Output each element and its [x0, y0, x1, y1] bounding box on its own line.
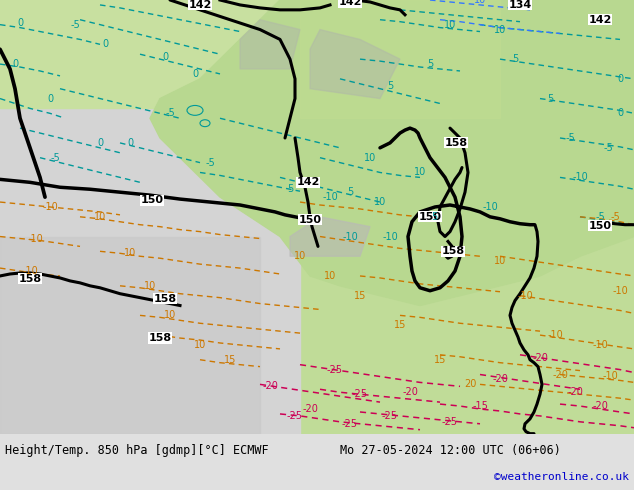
Text: 0: 0 [127, 138, 133, 148]
Text: 150: 150 [299, 215, 321, 225]
Text: 5: 5 [547, 94, 553, 103]
Text: 10: 10 [124, 248, 136, 258]
Text: -20: -20 [492, 374, 508, 385]
Text: -10: -10 [612, 286, 628, 296]
Text: 158: 158 [18, 274, 42, 284]
Polygon shape [240, 20, 300, 69]
Text: -25: -25 [382, 411, 398, 421]
Text: Mo 27-05-2024 12:00 UTC (06+06): Mo 27-05-2024 12:00 UTC (06+06) [340, 444, 561, 457]
Text: 158: 158 [441, 246, 465, 256]
Text: 10: 10 [294, 251, 306, 261]
Text: -10: -10 [22, 266, 38, 276]
Text: 158: 158 [444, 138, 467, 148]
Text: 10: 10 [364, 153, 376, 163]
Text: -10: -10 [482, 202, 498, 212]
Text: 142: 142 [339, 0, 361, 7]
Polygon shape [310, 29, 400, 98]
Polygon shape [150, 0, 634, 306]
Text: 15: 15 [394, 320, 406, 330]
Text: 0: 0 [162, 52, 168, 62]
Text: 0: 0 [47, 94, 53, 103]
Text: -10: -10 [322, 192, 338, 202]
Text: 5: 5 [287, 184, 293, 194]
Text: -20: -20 [402, 387, 418, 397]
Text: -10: -10 [517, 291, 533, 301]
Text: 0: 0 [97, 138, 103, 148]
Text: 15: 15 [224, 355, 236, 365]
Text: ©weatheronline.co.uk: ©weatheronline.co.uk [494, 472, 629, 483]
Text: 5: 5 [347, 187, 353, 197]
Text: -5: -5 [165, 108, 175, 119]
Text: -25: -25 [352, 389, 368, 399]
Text: -10: -10 [42, 202, 58, 212]
Text: 10: 10 [94, 212, 106, 222]
Text: 142: 142 [588, 15, 612, 24]
Text: 10: 10 [494, 256, 506, 266]
Text: 142: 142 [188, 0, 212, 10]
Polygon shape [290, 217, 370, 256]
Text: -5: -5 [565, 133, 575, 143]
Text: 10: 10 [414, 168, 426, 177]
Text: 10: 10 [444, 20, 456, 29]
Text: 10: 10 [474, 0, 486, 5]
Text: -10: -10 [547, 330, 563, 340]
Text: -5: -5 [595, 212, 605, 222]
Text: -5: -5 [603, 143, 613, 153]
Text: -20: -20 [302, 404, 318, 414]
Text: 150: 150 [588, 220, 612, 231]
Polygon shape [0, 237, 260, 434]
Text: -5: -5 [50, 153, 60, 163]
Text: -5: -5 [610, 212, 620, 222]
Text: 134: 134 [508, 0, 532, 10]
Text: 150: 150 [418, 212, 441, 222]
Polygon shape [0, 0, 634, 108]
Text: 20: 20 [464, 379, 476, 390]
Text: 10: 10 [164, 310, 176, 320]
Text: -25: -25 [287, 411, 303, 421]
Text: -20: -20 [532, 353, 548, 363]
Text: 10: 10 [144, 281, 156, 291]
Text: 0: 0 [617, 108, 623, 119]
Text: -25: -25 [442, 417, 458, 427]
Text: 15: 15 [434, 355, 446, 365]
Text: 150: 150 [141, 195, 164, 205]
Text: -5: -5 [70, 20, 80, 29]
Text: -5: -5 [205, 158, 215, 168]
Text: 0: 0 [12, 59, 18, 69]
Text: 10: 10 [494, 24, 506, 35]
Text: -10: -10 [342, 232, 358, 242]
Text: -10: -10 [27, 235, 43, 245]
Text: 158: 158 [153, 294, 176, 304]
Text: -10: -10 [592, 340, 608, 350]
Text: 0: 0 [192, 69, 198, 79]
Text: 0: 0 [102, 39, 108, 49]
Text: 5: 5 [431, 212, 437, 222]
Text: 10: 10 [374, 197, 386, 207]
Text: 5: 5 [512, 54, 518, 64]
Polygon shape [0, 0, 300, 434]
Text: 10: 10 [324, 271, 336, 281]
Text: -20: -20 [552, 369, 568, 380]
Text: -25: -25 [342, 419, 358, 429]
Text: -15: -15 [472, 401, 488, 411]
Polygon shape [300, 0, 634, 434]
Text: 0: 0 [617, 74, 623, 84]
Text: 5: 5 [387, 81, 393, 91]
Text: -10: -10 [602, 371, 618, 382]
Text: 158: 158 [148, 333, 172, 343]
Text: -10: -10 [382, 232, 398, 242]
Text: 15: 15 [354, 291, 366, 301]
Text: 10: 10 [194, 340, 206, 350]
Text: 142: 142 [296, 177, 320, 187]
Text: 5: 5 [427, 59, 433, 69]
Text: 0: 0 [17, 18, 23, 27]
Text: -20: -20 [262, 381, 278, 392]
Polygon shape [300, 0, 500, 118]
Text: -20: -20 [592, 401, 608, 411]
Text: -10: -10 [572, 172, 588, 182]
Text: -25: -25 [327, 365, 343, 374]
Text: -20: -20 [567, 387, 583, 397]
Text: Height/Temp. 850 hPa [gdmp][°C] ECMWF: Height/Temp. 850 hPa [gdmp][°C] ECMWF [5, 444, 269, 457]
